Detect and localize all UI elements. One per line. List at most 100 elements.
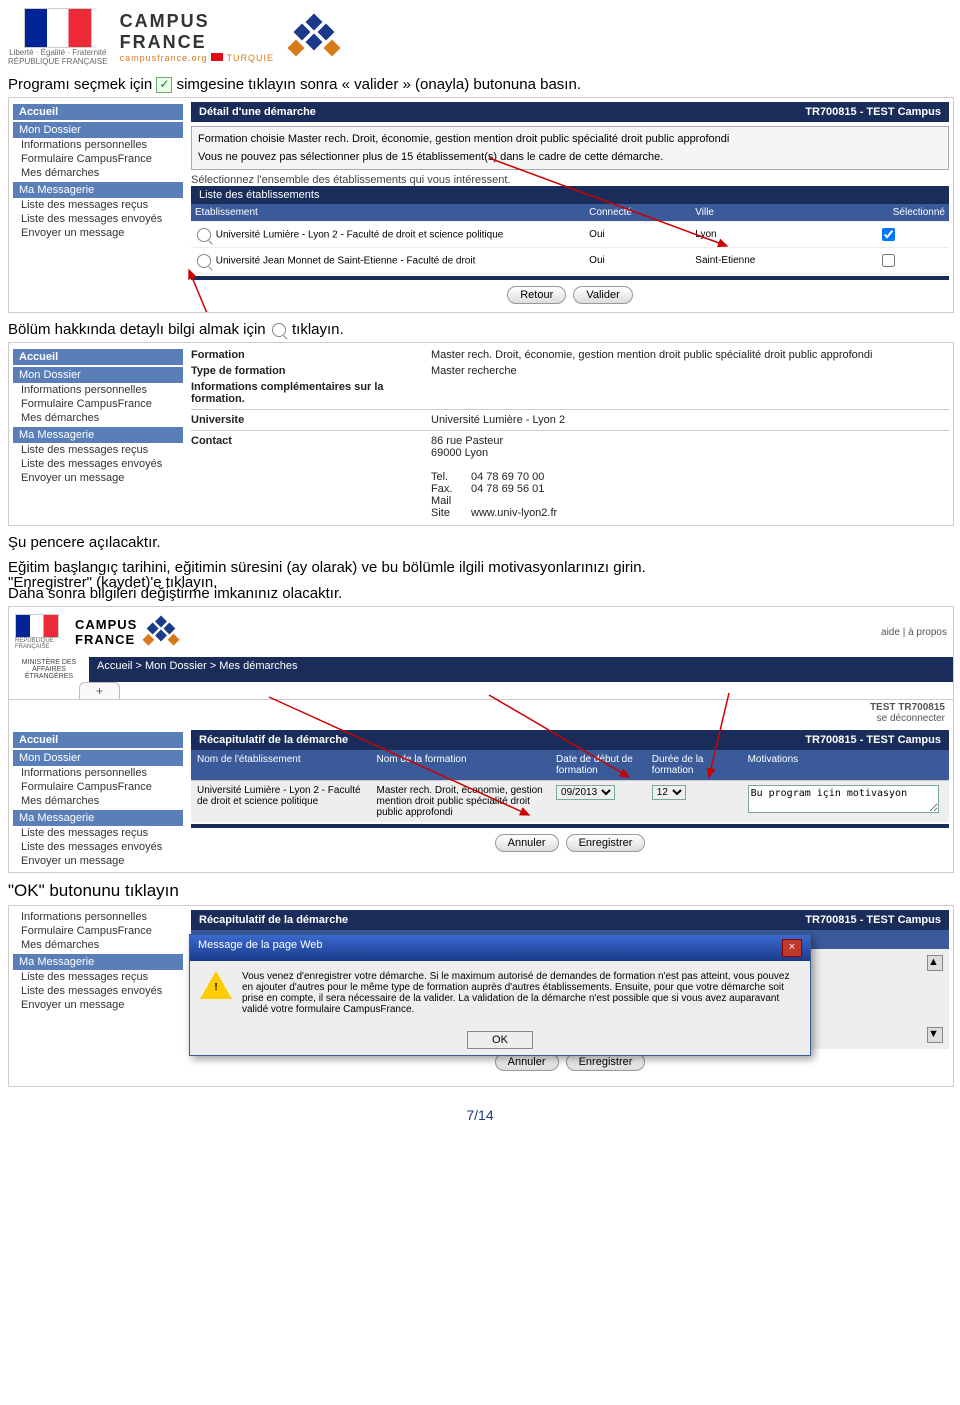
col-etab: Etablissement <box>191 204 585 222</box>
cf-sub: campusfrance.org <box>120 53 208 63</box>
sidebar-accueil[interactable]: Accueil <box>13 104 183 120</box>
sidebar-item[interactable]: Envoyer un message <box>13 998 183 1012</box>
fax-label: Fax. <box>431 483 471 495</box>
col-date: Date de début de formation <box>550 750 646 780</box>
user-label: TEST TR700815 <box>870 702 945 713</box>
screenshot-recapitulatif: RÉPUBLIQUE FRANÇAISE CAMPUS FRANCE aide … <box>8 606 954 873</box>
sidebar-item[interactable]: Informations personnelles <box>13 383 183 397</box>
sidebar-item[interactable]: Envoyer un message <box>13 226 183 240</box>
annuler-button[interactable]: Annuler <box>495 834 559 852</box>
instruction-1: Programı seçmek için ✓ simgesine tıklayı… <box>8 76 952 93</box>
sidebar-item[interactable]: Liste des messages envoyés <box>13 212 183 226</box>
k-infos: Informations complémentaires sur la form… <box>191 381 431 405</box>
sidebar-mon-dossier[interactable]: Mon Dossier <box>13 367 183 383</box>
mini-cf-logo: CAMPUS FRANCE <box>75 617 137 647</box>
sidebar-item[interactable]: Liste des messages envoyés <box>13 984 183 998</box>
sidebar-item[interactable]: Formulaire CampusFrance <box>13 152 183 166</box>
close-icon[interactable]: × <box>782 939 802 957</box>
sidebar-item[interactable]: Mes démarches <box>13 938 183 952</box>
formation-text: Formation choisie Master rech. Droit, éc… <box>198 133 942 145</box>
instr1-a: Programı seçmek için <box>8 76 152 93</box>
sidebar-item[interactable]: Formulaire CampusFrance <box>13 397 183 411</box>
logout-link[interactable]: se déconnecter <box>877 713 945 724</box>
scroll-down-icon[interactable]: ▼ <box>927 1027 943 1043</box>
recap-title-r: TR700815 - TEST Campus <box>805 914 941 926</box>
sidebar-mon-dossier[interactable]: Mon Dossier <box>13 122 183 138</box>
sidebar-item[interactable]: Formulaire CampusFrance <box>13 924 183 938</box>
magnifier-icon[interactable] <box>197 228 211 242</box>
sidebar-messagerie[interactable]: Ma Messagerie <box>13 182 183 198</box>
aide-links[interactable]: aide | à propos <box>881 627 947 638</box>
cell-etab: Université Lumière - Lyon 2 - Faculté de… <box>191 781 371 822</box>
rf-caption2: RÉPUBLIQUE FRANÇAISE <box>8 57 108 66</box>
site-value: www.univ-lyon2.fr <box>471 507 557 519</box>
sidebar-item[interactable]: Informations personnelles <box>13 138 183 152</box>
valider-button[interactable]: Valider <box>573 286 632 304</box>
checkbox-checked-icon: ✓ <box>156 77 172 93</box>
k-univ: Universite <box>191 414 431 426</box>
magnifier-icon <box>272 323 286 337</box>
duree-select[interactable]: 12 <box>652 785 686 800</box>
msgbox-title: Message de la page Web × <box>190 935 810 961</box>
sidebar-item[interactable]: Liste des messages envoyés <box>13 840 183 854</box>
etablissements-table: Etablissement Connecté Ville Sélectionné… <box>191 204 949 274</box>
sidebar: Accueil Mon Dossier Informations personn… <box>9 98 187 312</box>
title-bar: Détail d'une démarche TR700815 - TEST Ca… <box>191 102 949 122</box>
sidebar-item[interactable]: Informations personnelles <box>13 910 183 924</box>
k-contact: Contact <box>191 435 431 519</box>
tel-label: Tel. <box>431 471 471 483</box>
motivation-textarea[interactable]: Bu program için motivasyon <box>748 785 940 813</box>
sidebar-item[interactable]: Envoyer un message <box>13 854 183 868</box>
ministere-label: MINISTÈRE DES AFFAIRES ÉTRANGÈRES <box>9 657 89 682</box>
sidebar-item[interactable]: Formulaire CampusFrance <box>13 780 183 794</box>
instruction-3: Şu pencere açılacaktır. <box>8 534 952 551</box>
sidebar-item[interactable]: Liste des messages reçus <box>13 443 183 457</box>
cf-line1: CAMPUS <box>120 11 210 31</box>
recap-title-l: Récapitulatif de la démarche <box>199 914 348 926</box>
sidebar-mon-dossier[interactable]: Mon Dossier <box>13 750 183 766</box>
ok-button[interactable]: OK <box>467 1031 533 1049</box>
mini-rf-cap: RÉPUBLIQUE FRANÇAISE <box>15 638 75 650</box>
instr2-b: tıklayın. <box>292 321 344 338</box>
sidebar-item[interactable]: Mes démarches <box>13 794 183 808</box>
contact-block: 86 rue Pasteur 69000 Lyon Tel.04 78 69 7… <box>431 435 949 519</box>
sidebar-messagerie[interactable]: Ma Messagerie <box>13 954 183 970</box>
recap-columns: Nom de l'établissement Nom de la formati… <box>191 750 949 780</box>
table-row: Université Lumière - Lyon 2 - Faculté de… <box>191 222 949 248</box>
table-row: Université Jean Monnet de Saint-Etienne … <box>191 248 949 274</box>
v-type: Master recherche <box>431 365 949 377</box>
cf-country: TURQUIE <box>226 53 274 63</box>
main-panel: Récapitulatif de la démarche TR700815 - … <box>187 726 953 872</box>
sidebar-messagerie[interactable]: Ma Messagerie <box>13 427 183 443</box>
fax-value: 04 78 69 56 01 <box>471 483 544 495</box>
sidebar-messagerie[interactable]: Ma Messagerie <box>13 810 183 826</box>
recap-title-l: Récapitulatif de la démarche <box>199 734 348 746</box>
sidebar-item[interactable]: Liste des messages envoyés <box>13 457 183 471</box>
recap-title: Récapitulatif de la démarche TR700815 - … <box>191 730 949 750</box>
select-checkbox[interactable] <box>882 254 895 267</box>
col-duree: Durée de la formation <box>646 750 742 780</box>
sidebar-accueil[interactable]: Accueil <box>13 349 183 365</box>
enregistrer-button[interactable]: Enregistrer <box>566 834 646 852</box>
add-tab-button[interactable]: + <box>79 682 120 699</box>
sidebar-accueil[interactable]: Accueil <box>13 732 183 748</box>
col-selectionne: Sélectionné <box>828 204 949 222</box>
sidebar-item[interactable]: Liste des messages reçus <box>13 826 183 840</box>
cf-line2: FRANCE <box>120 32 207 52</box>
sidebar-item[interactable]: Mes démarches <box>13 166 183 180</box>
sidebar-item[interactable]: Envoyer un message <box>13 471 183 485</box>
breadcrumb: Accueil > Mon Dossier > Mes démarches <box>89 657 953 682</box>
recap-row: Université Lumière - Lyon 2 - Faculté de… <box>191 780 949 822</box>
scroll-up-icon[interactable]: ▲ <box>927 955 943 971</box>
sidebar-item[interactable]: Liste des messages reçus <box>13 198 183 212</box>
site-label: Site <box>431 507 471 519</box>
sidebar-item[interactable]: Liste des messages reçus <box>13 970 183 984</box>
date-select[interactable]: 09/2013 <box>556 785 615 800</box>
sidebar-item[interactable]: Informations personnelles <box>13 766 183 780</box>
magnifier-icon[interactable] <box>197 254 211 268</box>
select-label: Sélectionnez l'ensemble des établissemen… <box>191 174 949 186</box>
mini-rf-logo: RÉPUBLIQUE FRANÇAISE <box>15 614 75 650</box>
retour-button[interactable]: Retour <box>507 286 566 304</box>
sidebar-item[interactable]: Mes démarches <box>13 411 183 425</box>
select-checkbox[interactable] <box>882 228 895 241</box>
